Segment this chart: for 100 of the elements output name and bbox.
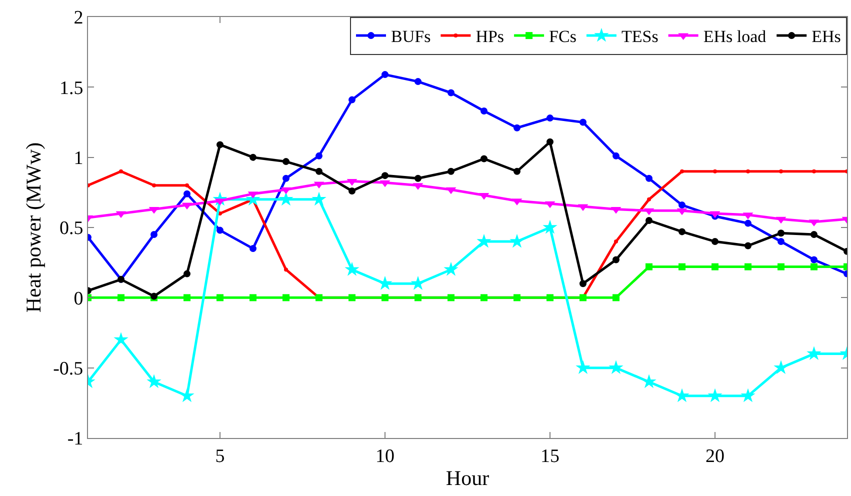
point: [180, 388, 194, 402]
point: [282, 158, 290, 166]
point: [712, 263, 718, 270]
point: [282, 174, 290, 182]
point: [740, 388, 756, 402]
y-tick-label: 1: [74, 148, 84, 169]
point: [779, 169, 783, 174]
point: [810, 231, 818, 238]
x-tick-label: 20: [706, 446, 724, 467]
point: [674, 388, 690, 402]
point: [576, 360, 590, 374]
point: [216, 141, 224, 148]
point: [580, 118, 586, 126]
y-tick-label: -1: [67, 428, 84, 450]
point: [514, 168, 520, 175]
point: [678, 202, 686, 209]
x-tick-label: 15: [540, 446, 560, 467]
x-tick-label: 5: [215, 446, 225, 467]
point: [476, 234, 492, 248]
point: [448, 89, 454, 96]
point: [480, 155, 488, 162]
point: [250, 154, 256, 161]
point: [810, 256, 818, 264]
point: [708, 388, 722, 402]
point: [646, 263, 652, 270]
y-tick-label: 2: [74, 8, 84, 29]
point: [546, 138, 554, 146]
point: [680, 169, 684, 174]
point: [712, 238, 718, 246]
point: [118, 294, 124, 302]
point: [510, 234, 524, 248]
point: [614, 240, 618, 244]
point: [546, 114, 554, 122]
point: [410, 276, 426, 290]
point: [278, 192, 294, 206]
legend-label: EHs load: [703, 27, 767, 46]
legend-label: HPs: [476, 27, 504, 46]
legend-label: EHs: [812, 27, 841, 46]
point: [744, 263, 752, 270]
point: [612, 152, 620, 160]
y-tick-label: 0.5: [59, 218, 84, 240]
y-tick-label: -0.5: [53, 358, 84, 380]
point: [284, 268, 288, 272]
point: [778, 238, 784, 246]
point: [647, 197, 651, 202]
point: [316, 152, 322, 160]
point: [448, 168, 454, 175]
point: [444, 262, 458, 276]
point: [119, 169, 123, 174]
y-tick-label: 1.5: [59, 78, 84, 99]
legend-label: BUFs: [391, 27, 431, 46]
y-tick-label: 0: [74, 288, 84, 310]
point: [185, 183, 189, 188]
point: [744, 220, 752, 227]
point: [480, 108, 488, 115]
point: [216, 294, 224, 302]
point: [150, 231, 158, 238]
point: [612, 294, 620, 302]
point: [646, 174, 652, 182]
point: [250, 245, 256, 252]
point: [778, 230, 784, 237]
point: [184, 270, 190, 278]
point: [514, 124, 520, 132]
point: [378, 276, 392, 290]
point: [146, 374, 162, 388]
point: [316, 168, 322, 175]
x-tick-label: 10: [376, 446, 394, 467]
point: [810, 263, 818, 270]
point: [806, 346, 822, 360]
point: [542, 220, 558, 234]
point: [348, 188, 356, 195]
point: [646, 216, 652, 224]
point: [312, 192, 326, 206]
point: [216, 226, 224, 234]
point: [608, 360, 624, 374]
point: [812, 169, 816, 174]
point: [678, 263, 686, 270]
legend-label: FCs: [549, 27, 576, 46]
point: [152, 183, 156, 188]
point: [612, 256, 620, 264]
point: [348, 96, 356, 104]
point: [184, 294, 190, 302]
point: [184, 190, 190, 198]
point: [414, 78, 422, 86]
point: [744, 242, 752, 250]
point: [642, 374, 656, 388]
x-axis-title: Hour: [446, 466, 490, 490]
y-axis-title: Heat power (MWw): [21, 142, 46, 313]
point: [746, 169, 750, 174]
point: [778, 263, 784, 270]
point: [382, 71, 388, 78]
point: [114, 332, 128, 346]
point: [678, 228, 686, 236]
point: [344, 262, 360, 276]
point: [250, 294, 256, 302]
point: [713, 169, 717, 174]
point: [382, 172, 388, 180]
legend-label: TESs: [621, 27, 658, 46]
point: [414, 174, 422, 182]
point: [282, 294, 290, 302]
